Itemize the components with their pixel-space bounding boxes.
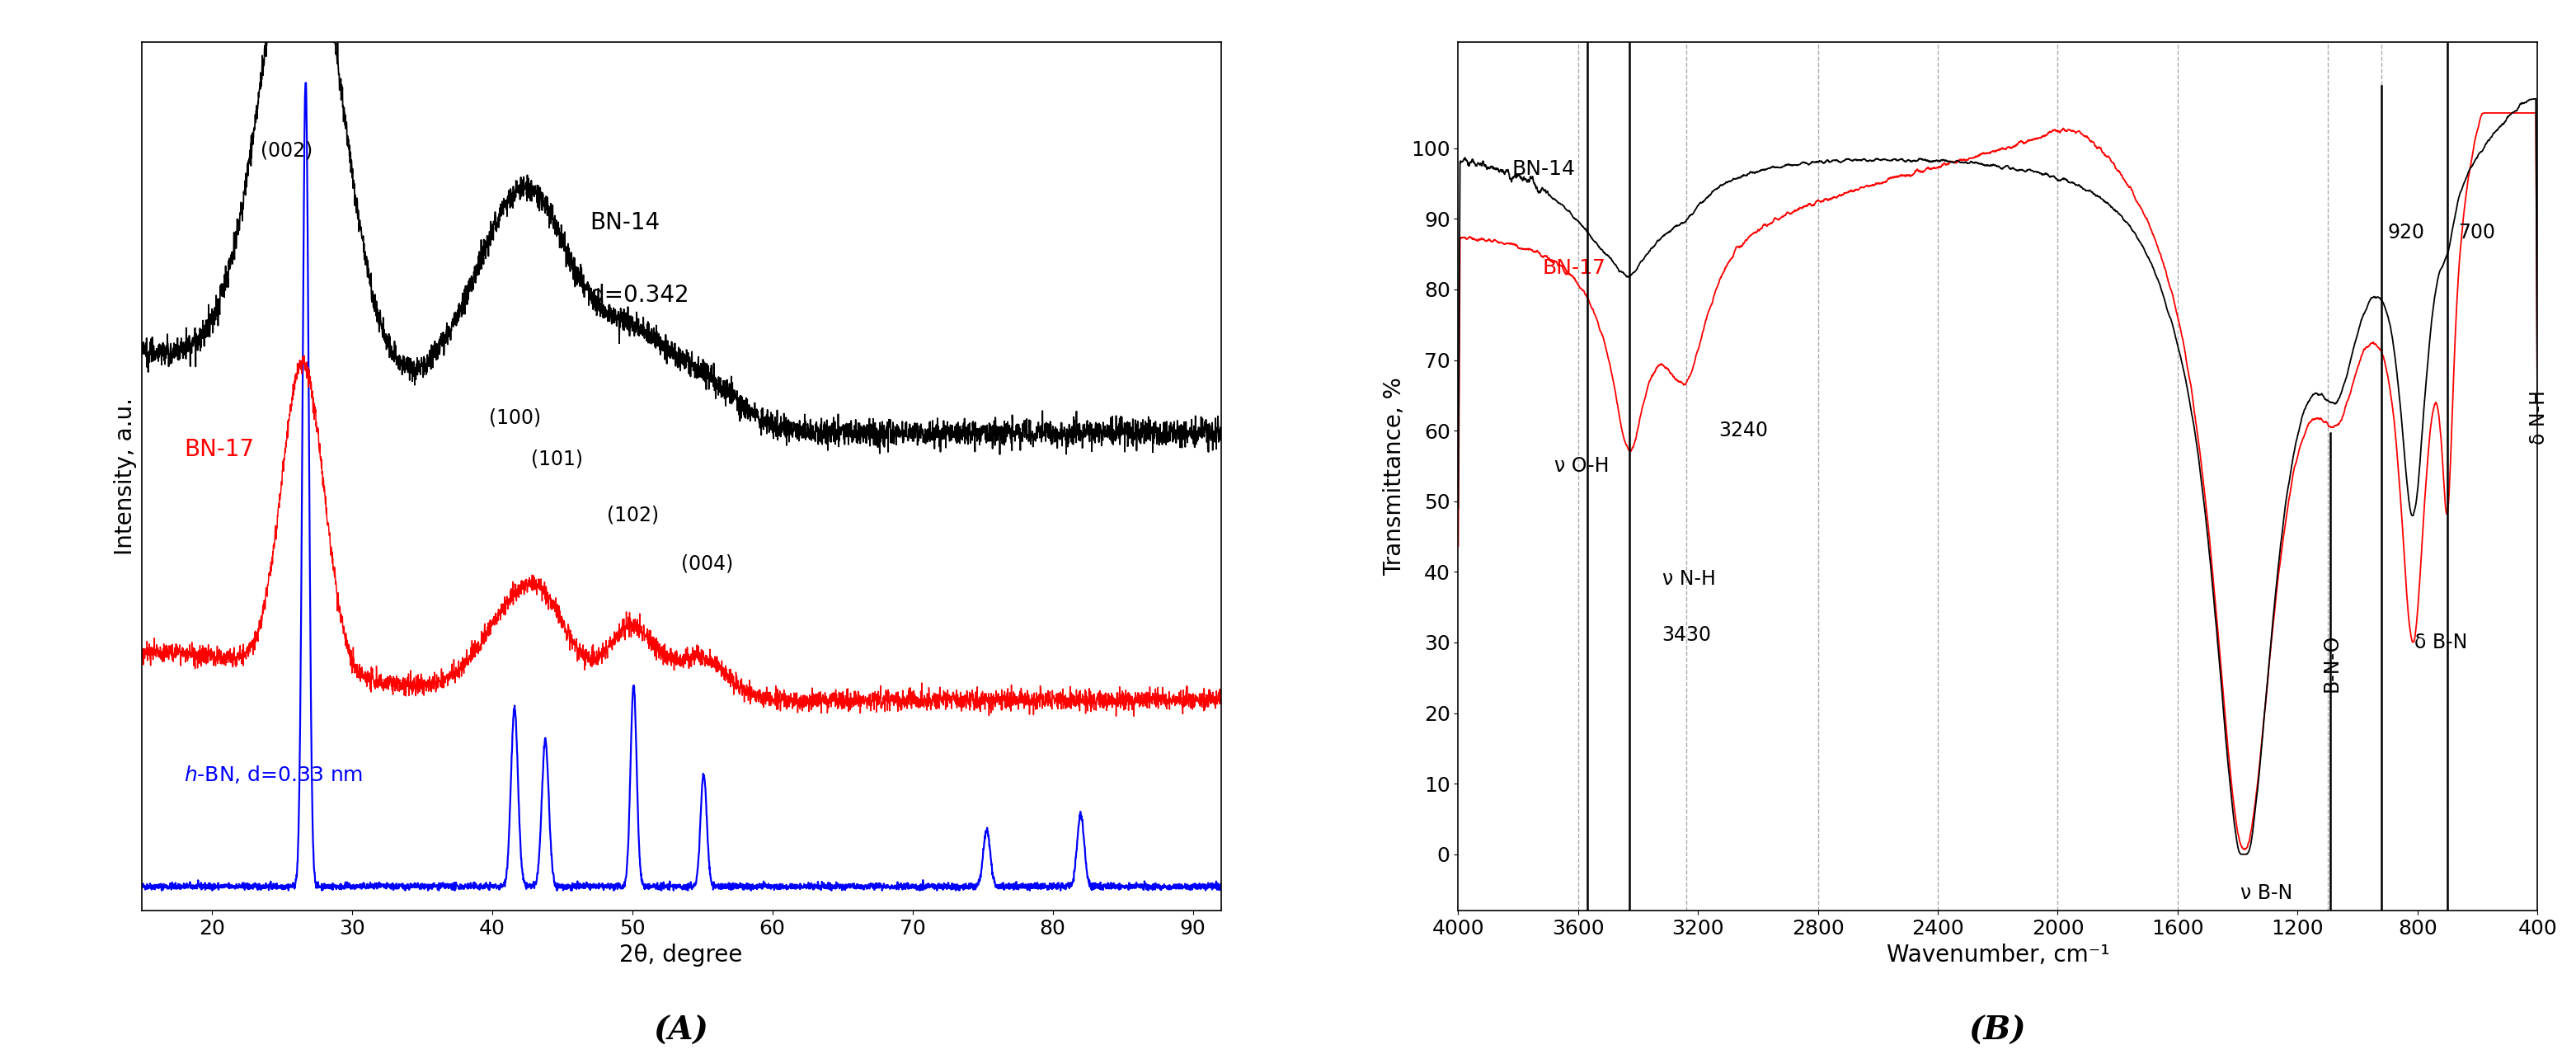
Text: (101): (101) <box>531 449 582 468</box>
Y-axis label: Intensity, a.u.: Intensity, a.u. <box>113 398 137 555</box>
Text: (B): (B) <box>1968 1015 2027 1046</box>
Text: (102): (102) <box>608 505 659 525</box>
X-axis label: Wavenumber, cm⁻¹: Wavenumber, cm⁻¹ <box>1886 944 2110 966</box>
Text: (100): (100) <box>489 408 541 428</box>
Text: BN-17: BN-17 <box>1543 258 1605 279</box>
Text: (004): (004) <box>680 554 734 574</box>
Text: (A): (A) <box>654 1015 708 1046</box>
Text: ν B-N: ν B-N <box>2241 883 2293 903</box>
Text: d=0.342: d=0.342 <box>590 284 690 307</box>
Text: (002): (002) <box>260 140 312 160</box>
Text: ν O-H: ν O-H <box>1553 456 1610 475</box>
Text: BN-17: BN-17 <box>183 438 255 462</box>
Text: 920: 920 <box>2388 223 2424 243</box>
Text: 3240: 3240 <box>1718 420 1770 441</box>
Text: BN-14: BN-14 <box>590 211 659 234</box>
Text: ν N-H: ν N-H <box>1662 569 1716 589</box>
Text: 3430: 3430 <box>1662 626 1710 645</box>
Text: B-N-O: B-N-O <box>2321 634 2342 692</box>
Text: BN-14: BN-14 <box>1512 160 1577 179</box>
Y-axis label: Transmittance, %: Transmittance, % <box>1383 377 1406 576</box>
Text: δ N-H: δ N-H <box>2530 391 2548 445</box>
X-axis label: 2θ, degree: 2θ, degree <box>621 944 742 966</box>
Text: $h$-BN, d=0.33 nm: $h$-BN, d=0.33 nm <box>183 764 363 785</box>
Text: δ B-N: δ B-N <box>2414 632 2468 652</box>
Text: 700: 700 <box>2458 223 2496 243</box>
